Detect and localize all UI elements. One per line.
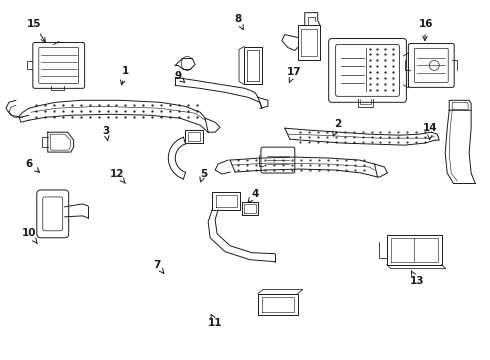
- Text: 1: 1: [121, 66, 129, 85]
- Text: 8: 8: [234, 14, 243, 30]
- Text: 17: 17: [287, 67, 301, 83]
- Text: 11: 11: [207, 314, 222, 328]
- Text: 15: 15: [27, 19, 45, 42]
- Text: 9: 9: [174, 71, 185, 82]
- Text: 16: 16: [418, 19, 433, 41]
- Text: 6: 6: [25, 159, 39, 172]
- Text: 5: 5: [200, 168, 207, 182]
- Text: 12: 12: [110, 168, 125, 184]
- Text: 13: 13: [410, 271, 424, 286]
- Text: 2: 2: [333, 120, 342, 136]
- Text: 14: 14: [423, 123, 438, 139]
- Text: 4: 4: [248, 189, 258, 203]
- Text: 7: 7: [153, 260, 164, 273]
- Text: 10: 10: [22, 228, 37, 243]
- Text: 3: 3: [102, 126, 109, 141]
